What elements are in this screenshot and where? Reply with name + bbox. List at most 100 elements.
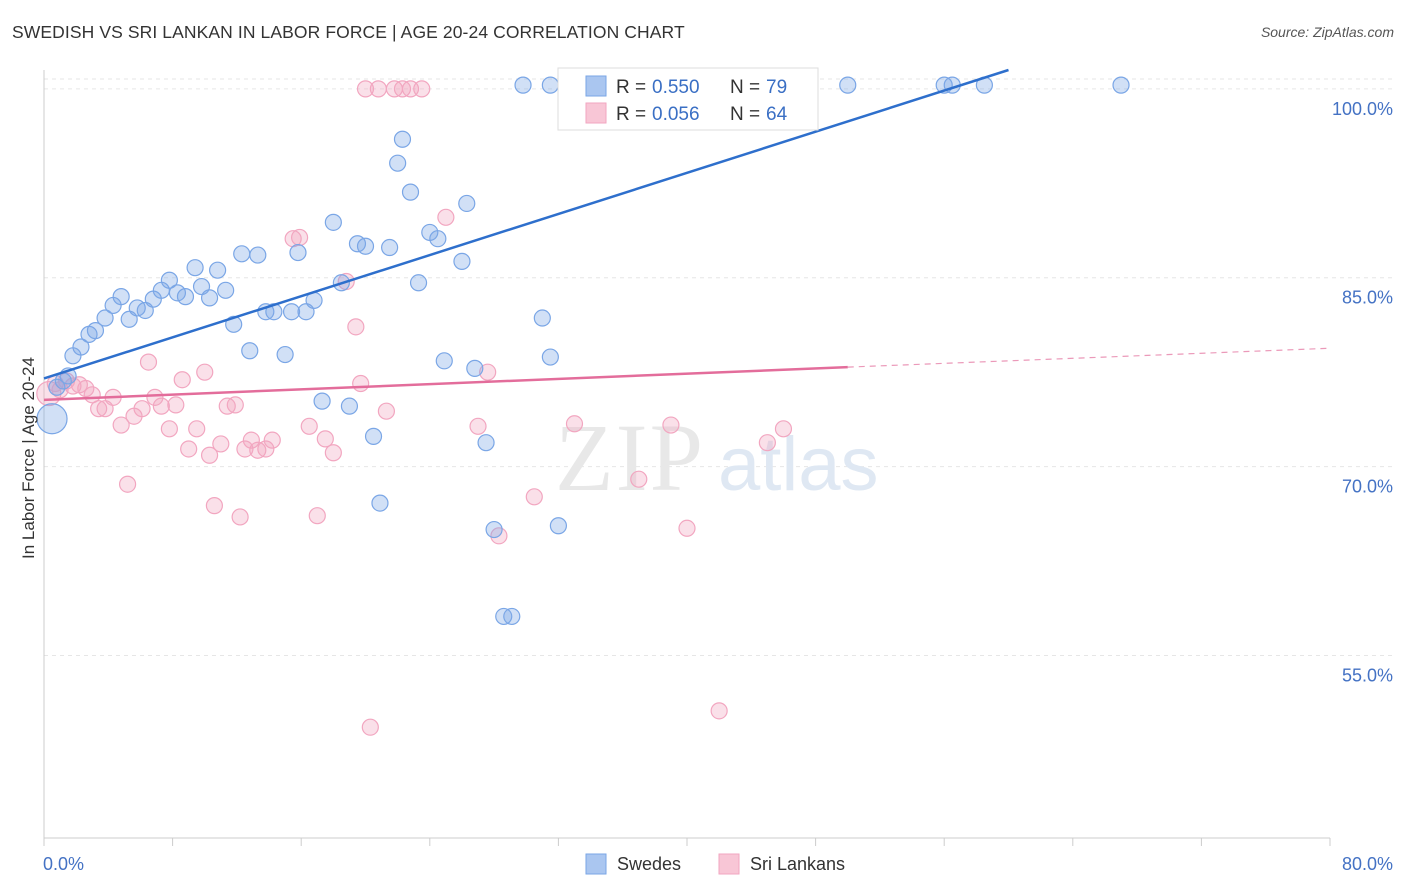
swedes-point bbox=[389, 154, 407, 172]
swedes-point bbox=[313, 392, 331, 410]
legend-swatch-swedes bbox=[585, 75, 607, 97]
swedes-point bbox=[72, 338, 90, 356]
y-tick-label: 100.0% bbox=[1332, 99, 1393, 119]
swedes-point bbox=[86, 322, 105, 340]
legend-swatch-sri-lankans bbox=[718, 853, 740, 875]
series-sri-lankans bbox=[36, 80, 793, 736]
swedes-point bbox=[48, 378, 66, 396]
legend-swatch-swedes bbox=[585, 853, 607, 875]
swedes-point bbox=[160, 271, 178, 289]
trend-line-swedes bbox=[43, 68, 1009, 380]
sri-lankans-point bbox=[630, 470, 648, 488]
sri-lankans-point bbox=[774, 420, 793, 438]
sri-lankans-point bbox=[196, 363, 214, 381]
swedes-point bbox=[356, 237, 375, 255]
sri-lankans-point bbox=[352, 374, 370, 393]
legend-label-swedes: Swedes bbox=[617, 854, 681, 874]
swedes-point bbox=[186, 259, 204, 277]
sri-lankans-point bbox=[316, 430, 334, 448]
swedes-point bbox=[541, 76, 559, 94]
swedes-point bbox=[485, 520, 503, 539]
axes bbox=[43, 70, 1331, 846]
swedes-point bbox=[233, 245, 251, 263]
sri-lankans-point bbox=[180, 440, 198, 458]
sri-lankans-point bbox=[112, 416, 130, 434]
sri-lankans-point bbox=[308, 507, 326, 525]
sri-lankans-point bbox=[212, 435, 230, 453]
trend-lines bbox=[43, 68, 1331, 402]
sri-lankans-point bbox=[205, 497, 223, 515]
sri-lankans-point bbox=[226, 396, 244, 414]
svg-text:atlas: atlas bbox=[718, 422, 879, 507]
source-label: Source: ZipAtlas.com bbox=[1260, 24, 1394, 40]
x-tick-label: 80.0% bbox=[1342, 854, 1393, 874]
sri-lankans-point bbox=[236, 440, 254, 458]
swedes-point bbox=[200, 289, 219, 307]
legend-r-label: R = bbox=[616, 104, 646, 125]
swedes-point bbox=[401, 183, 420, 201]
swedes-point bbox=[168, 284, 187, 302]
series-legend: Swedes Sri Lankans bbox=[585, 853, 845, 875]
swedes-point bbox=[1112, 76, 1130, 94]
swedes-point bbox=[371, 494, 389, 512]
y-tick-label: 70.0% bbox=[1342, 477, 1393, 497]
swedes-point bbox=[241, 342, 259, 360]
sri-lankans-point bbox=[758, 434, 776, 452]
swedes-point bbox=[249, 246, 267, 264]
sri-lankans-point bbox=[369, 80, 387, 98]
swedes-point bbox=[466, 359, 484, 377]
sri-lankans-point bbox=[710, 702, 728, 720]
swedes-point bbox=[533, 309, 551, 327]
swedes-point bbox=[503, 607, 521, 626]
swedes-point bbox=[453, 252, 471, 270]
legend-n-swedes: 79 bbox=[766, 77, 787, 98]
sri-lankans-point bbox=[479, 363, 497, 381]
sri-lankans-point bbox=[242, 431, 260, 449]
y-tick-label: 55.0% bbox=[1342, 665, 1393, 685]
sri-lankans-point bbox=[347, 318, 365, 336]
tick-labels: 55.0% 70.0% 85.0% 100.0% 0.0% 80.0% bbox=[43, 99, 1393, 874]
sri-lankans-point bbox=[152, 397, 170, 415]
swedes-point bbox=[217, 281, 235, 299]
swedes-point bbox=[477, 434, 495, 452]
swedes-point bbox=[282, 303, 301, 321]
sri-lankans-point bbox=[90, 400, 108, 418]
sri-lankans-point bbox=[469, 417, 487, 435]
grid bbox=[44, 78, 1394, 656]
swedes-point bbox=[96, 309, 114, 327]
sri-lankans-point bbox=[118, 475, 137, 493]
chart-title: SWEDISH VS SRI LANKAN IN LABOR FORCE | A… bbox=[12, 22, 685, 42]
swedes-point bbox=[324, 213, 342, 231]
trend-line-sri-lankans-extension bbox=[847, 347, 1331, 368]
swedes-point bbox=[393, 130, 412, 148]
swedes-point bbox=[458, 194, 476, 213]
sri-lankans-point bbox=[437, 208, 455, 226]
legend-label-sri-lankans: Sri Lankans bbox=[750, 854, 845, 874]
sri-lankans-point bbox=[565, 415, 584, 433]
x-tick-label: 0.0% bbox=[43, 854, 84, 874]
sri-lankans-point bbox=[300, 417, 318, 435]
sri-lankans-point bbox=[525, 488, 543, 506]
sri-lankans-point bbox=[188, 420, 206, 438]
watermark: ZIP atlas bbox=[555, 404, 879, 511]
sri-lankans-point bbox=[146, 388, 164, 406]
sri-lankans-point bbox=[361, 718, 379, 736]
legend-r-label: R = bbox=[616, 77, 646, 98]
series-swedes bbox=[36, 76, 1130, 626]
sri-lankans-point bbox=[678, 519, 696, 537]
sri-lankans-point bbox=[231, 508, 249, 526]
swedes-point bbox=[364, 427, 383, 445]
sri-lankans-point bbox=[160, 420, 178, 438]
sri-lankans-point bbox=[173, 371, 191, 389]
trend-line-sri-lankans bbox=[43, 365, 848, 402]
swedes-point bbox=[839, 76, 857, 94]
sri-lankans-point bbox=[377, 402, 395, 420]
stats-legend: R = 0.550 N = 79 R = 0.056 N = 64 bbox=[557, 67, 819, 131]
sri-lankans-point bbox=[167, 396, 185, 414]
swedes-point bbox=[289, 243, 307, 262]
y-tick-label: 85.0% bbox=[1342, 288, 1393, 308]
swedes-point bbox=[36, 403, 68, 435]
sri-lankans-point bbox=[413, 80, 431, 98]
legend-r-swedes: 0.550 bbox=[652, 77, 700, 98]
